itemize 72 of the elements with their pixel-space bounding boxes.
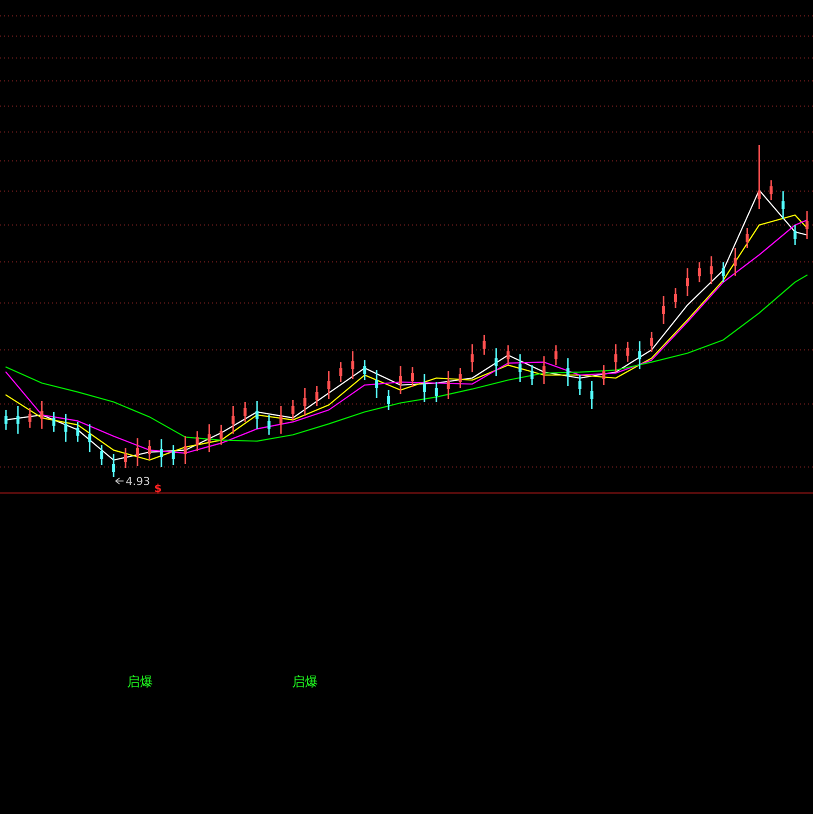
candlestick [339,361,342,383]
candlestick [100,444,104,466]
candlestick [303,387,306,417]
candlestick [518,353,522,383]
candlestick [482,334,486,356]
candlestick [375,369,378,399]
candlestick [172,444,175,466]
candlestick [279,405,282,435]
candlestick [446,370,450,400]
candlestick [28,407,32,429]
candlestick [327,370,330,400]
candlestick [554,344,558,366]
candlestick [542,355,546,385]
candlestick [112,453,116,478]
candlestick [4,409,8,431]
candlestick [76,421,80,443]
candlestick [686,267,689,297]
candlestick [220,424,223,446]
candlestick [494,347,498,377]
candlestick [506,344,510,366]
candlestick [722,261,725,283]
candlestick [268,414,271,436]
candlestick [530,364,534,386]
candlestick [734,247,737,277]
candlestick [160,438,163,468]
candlestick [746,227,749,249]
candlestick [458,367,462,389]
candlestick [470,343,474,373]
candlestick [698,261,701,283]
text: 启爆 [127,674,153,690]
candlestick [410,366,414,388]
candlestick [351,350,354,380]
candlestick [124,447,128,469]
candlestick [662,295,666,325]
candlestick [566,357,570,387]
candlestick [650,331,654,353]
candlestick [434,381,438,403]
candlestick [590,380,594,410]
candlestick [638,340,642,370]
candlestick [602,364,606,386]
candlestick [64,413,68,443]
candlestick [52,411,56,433]
candlestick [244,401,247,423]
candlestick [184,435,187,465]
candlestick [291,399,294,421]
candlestick [196,430,199,452]
candlestick [40,400,44,430]
candlestick [578,374,582,396]
candlestick [399,365,402,395]
candlestick [232,405,235,435]
text: $ [154,482,162,495]
candlestick [794,224,797,246]
candlestick [758,144,761,210]
candlestick [674,287,678,309]
candlestick [626,341,630,363]
candlestick [806,210,809,240]
candlestick [614,343,618,373]
candlestick [16,405,20,435]
candlestick [208,423,211,453]
annotation: 4.93 [126,475,150,488]
candlestick [387,389,390,411]
candlestick [770,179,773,201]
candlestick [256,400,259,430]
candlestick [136,437,139,467]
candlestick [363,359,366,381]
text: 启爆 [292,674,318,690]
candlestick [422,373,426,403]
candlestick [148,439,151,461]
candlestick [88,423,92,453]
candlestick [710,255,713,285]
candlestick [315,385,318,407]
candlestick [782,190,785,220]
